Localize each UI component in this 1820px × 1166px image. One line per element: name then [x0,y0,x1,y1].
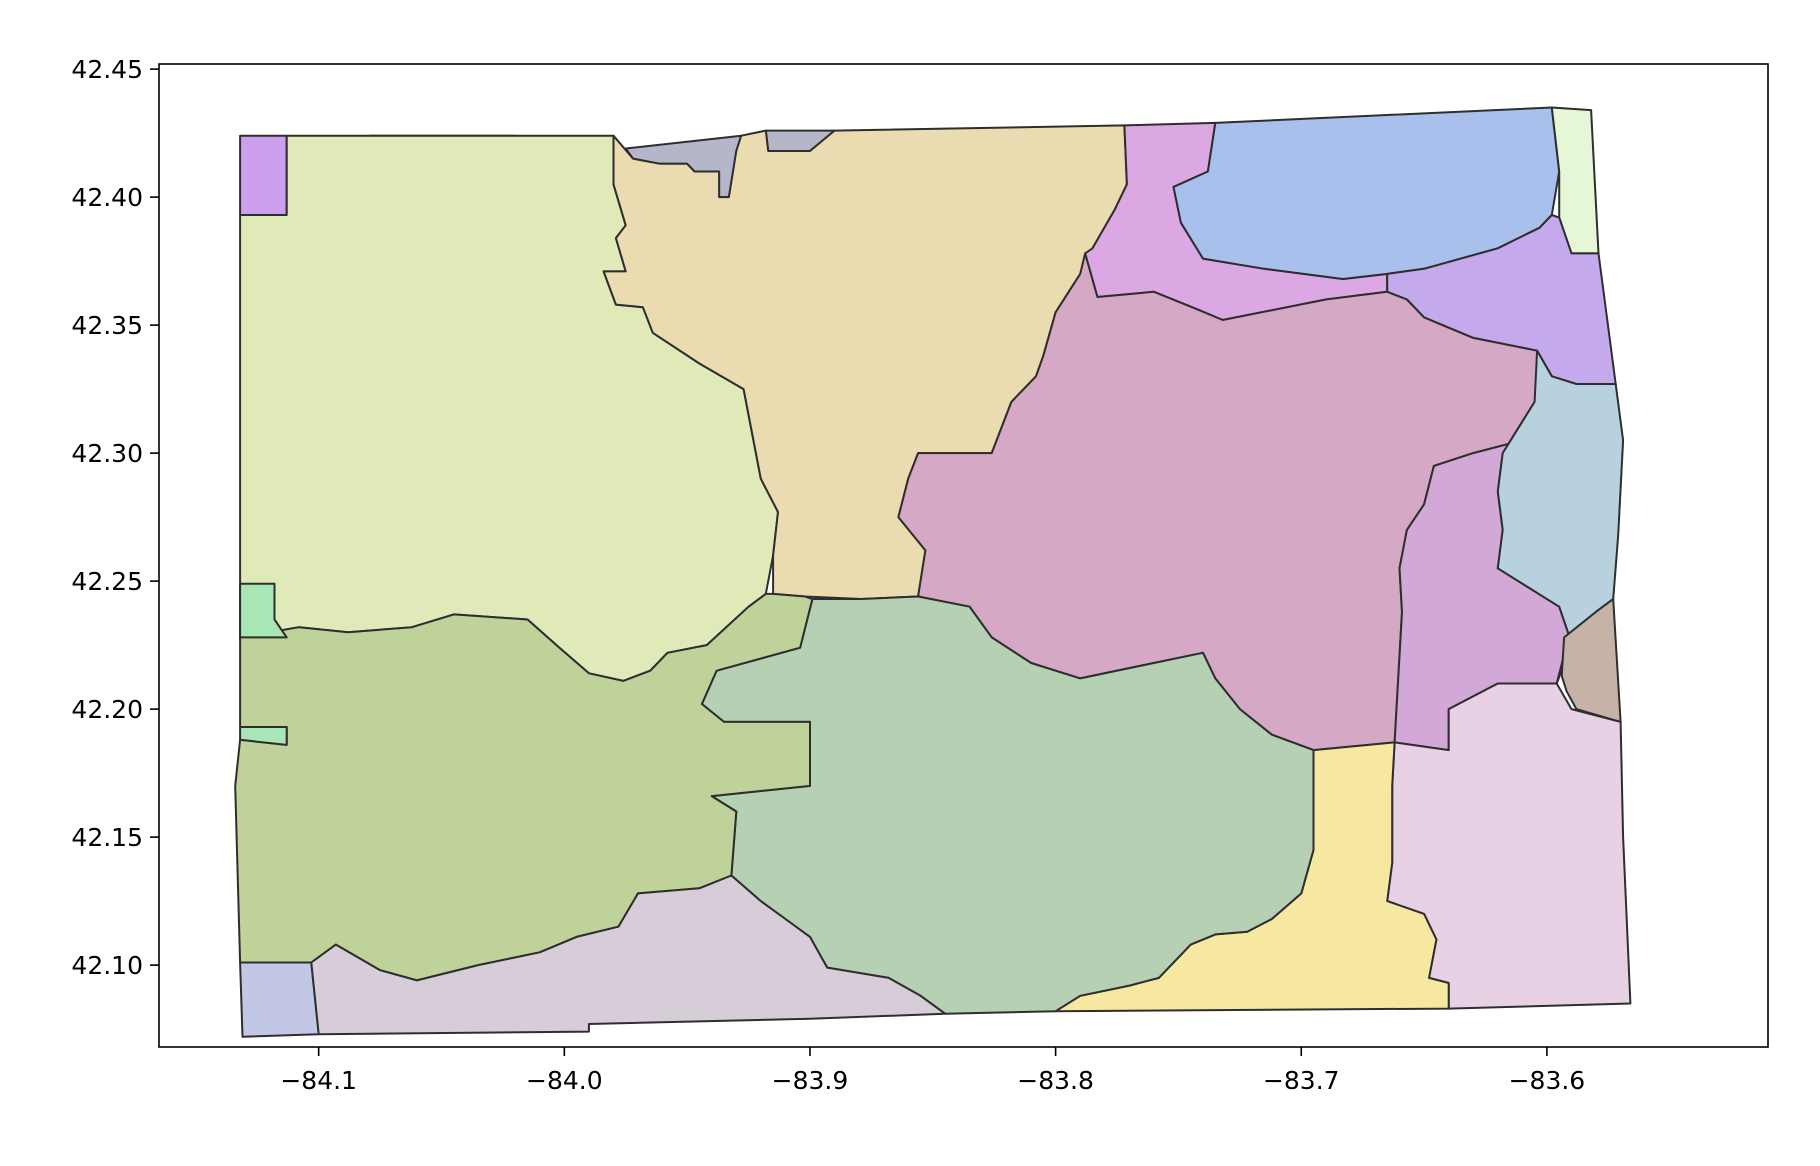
y-tick-label: 42.25 [71,567,143,596]
region-west-mint-a [239,582,288,639]
x-axis: −84.1 −84.0 −83.9 −83.8 −83.7 −83.6 [280,1047,1585,1095]
region-nw-corner-a [239,134,288,216]
y-tick-label: 42.35 [71,311,143,340]
axes-frame [158,63,1769,1048]
y-tick-label: 42.20 [71,695,143,724]
x-tick-label: −83.8 [1017,1066,1094,1095]
y-axis: 42.10 42.15 42.20 42.25 42.30 42.35 42.40 42.45 [71,55,159,980]
x-tick-label: −83.9 [772,1066,849,1095]
y-tick-label: 42.45 [71,55,143,84]
y-tick-label: 42.15 [71,823,143,852]
y-tick-label: 42.10 [71,951,143,980]
x-tick-label: −83.6 [1509,1066,1586,1095]
region-southwest-lavender [239,961,320,1038]
y-tick-label: 42.30 [71,439,143,468]
map-regions [234,106,1632,1038]
region-south-mauve-gray [310,874,947,1036]
y-tick-label: 42.40 [71,183,143,212]
x-tick-label: −84.0 [526,1066,603,1095]
x-tick-label: −84.1 [280,1066,357,1095]
x-tick-label: −83.7 [1263,1066,1340,1095]
region-west-mint-b [239,726,288,746]
